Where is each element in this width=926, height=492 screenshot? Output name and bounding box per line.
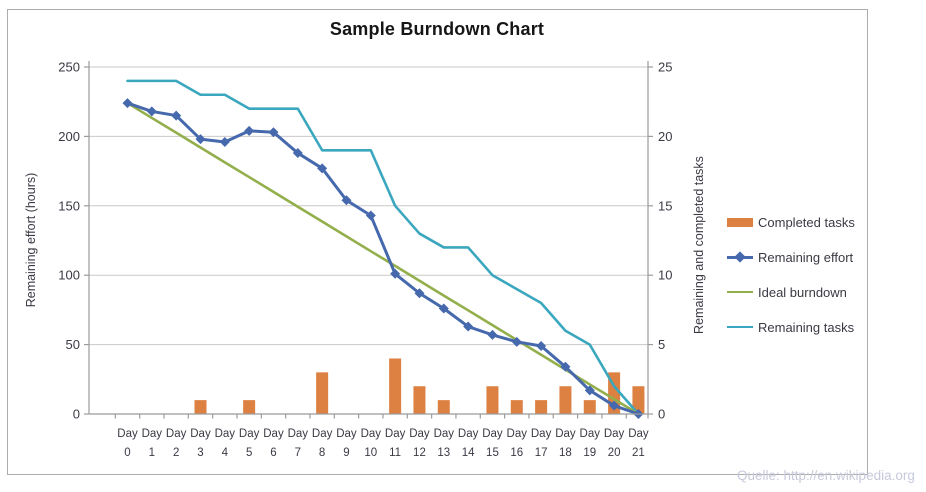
y-right-axis-title: Remaining and completed tasks (692, 156, 706, 334)
chart-frame (7, 9, 868, 475)
svg-text:0: 0 (73, 407, 80, 422)
svg-text:4: 4 (222, 447, 229, 459)
svg-text:0: 0 (658, 407, 665, 422)
svg-text:Day: Day (239, 428, 260, 440)
svg-text:16: 16 (510, 447, 523, 459)
svg-text:100: 100 (58, 268, 80, 283)
source-note: Quelle: http://en.wikipedia.org (737, 468, 915, 483)
svg-text:50: 50 (66, 337, 80, 352)
svg-text:Day: Day (142, 428, 163, 440)
svg-text:Day: Day (531, 428, 552, 440)
svg-text:Day: Day (409, 428, 430, 440)
legend: Completed tasks Remaining effort Ideal b… (727, 214, 855, 354)
svg-text:0: 0 (124, 447, 130, 459)
svg-text:Day: Day (361, 428, 382, 440)
legend-label-ideal-burndown: Ideal burndown (758, 284, 847, 300)
gridlines (89, 66, 648, 346)
y-left-tick-labels: 0 50 100 150 200 250 (58, 60, 80, 422)
svg-text:200: 200 (58, 129, 80, 144)
remaining-tasks-swatch-icon (727, 325, 753, 329)
svg-text:10: 10 (364, 447, 377, 459)
svg-text:14: 14 (462, 447, 475, 459)
svg-text:Day: Day (507, 428, 528, 440)
svg-text:Day: Day (190, 428, 211, 440)
line-remaining-effort (126, 101, 640, 416)
legend-label-remaining-effort: Remaining effort (758, 249, 854, 265)
svg-text:25: 25 (658, 60, 672, 75)
svg-text:Day: Day (604, 428, 625, 440)
svg-text:5: 5 (658, 337, 665, 352)
svg-text:Day: Day (263, 428, 284, 440)
svg-text:Day: Day (215, 428, 236, 440)
svg-text:19: 19 (583, 447, 596, 459)
chart-title: Sample Burndown Chart (329, 19, 545, 39)
ideal-burndown-swatch-icon (727, 290, 753, 294)
svg-text:9: 9 (343, 447, 349, 459)
svg-text:15: 15 (658, 198, 672, 213)
svg-text:17: 17 (535, 447, 548, 459)
axes (84, 61, 653, 419)
svg-text:2: 2 (173, 447, 179, 459)
svg-text:Day: Day (482, 428, 503, 440)
bars-completed-tasks (194, 358, 645, 414)
svg-text:15: 15 (486, 447, 499, 459)
svg-text:20: 20 (608, 447, 621, 459)
svg-text:10: 10 (658, 268, 672, 283)
svg-text:7: 7 (295, 447, 301, 459)
completed-tasks-swatch-icon (727, 217, 753, 227)
svg-text:Day: Day (312, 428, 333, 440)
svg-text:13: 13 (437, 447, 450, 459)
svg-text:20: 20 (658, 129, 672, 144)
y-right-tick-labels: 0 5 10 15 20 25 (658, 60, 672, 422)
svg-text:Day: Day (166, 428, 187, 440)
svg-text:1: 1 (149, 447, 155, 459)
line-ideal-burndown (126, 101, 640, 416)
legend-label-remaining-tasks: Remaining tasks (758, 319, 855, 335)
y-left-axis-title: Remaining effort (hours) (24, 172, 38, 308)
svg-text:11: 11 (389, 447, 401, 459)
svg-text:Day: Day (288, 428, 309, 440)
diamond-marker-icon (734, 250, 746, 263)
svg-text:Day: Day (628, 428, 649, 440)
svg-text:5: 5 (246, 447, 252, 459)
svg-text:6: 6 (270, 447, 276, 459)
x-tick-labels: Day 0 Day 1 Day 2 Day 3 Day 4 Day 5 Day 6 Day 7 Day 8 Day 9… (117, 428, 649, 459)
svg-text:8: 8 (319, 447, 325, 459)
legend-item-ideal-burndown: Ideal burndown (727, 284, 855, 300)
legend-item-completed-tasks: Completed tasks (727, 214, 855, 230)
svg-text:21: 21 (632, 447, 645, 459)
legend-item-remaining-tasks: Remaining tasks (727, 319, 855, 335)
svg-text:3: 3 (197, 447, 203, 459)
svg-text:Day: Day (458, 428, 479, 440)
svg-text:12: 12 (413, 447, 426, 459)
markers-remaining-effort (122, 98, 644, 419)
svg-text:Day: Day (580, 428, 601, 440)
svg-text:150: 150 (58, 198, 80, 213)
svg-text:Day: Day (336, 428, 357, 440)
svg-text:250: 250 (58, 60, 80, 75)
remaining-effort-swatch-icon (727, 250, 753, 263)
svg-text:Day: Day (117, 428, 138, 440)
svg-text:Day: Day (385, 428, 406, 440)
svg-text:Day: Day (434, 428, 455, 440)
line-remaining-tasks (126, 79, 640, 416)
legend-label-completed-tasks: Completed tasks (758, 214, 855, 230)
legend-item-remaining-effort: Remaining effort (727, 249, 855, 265)
svg-text:Day: Day (555, 428, 576, 440)
svg-text:18: 18 (559, 447, 572, 459)
